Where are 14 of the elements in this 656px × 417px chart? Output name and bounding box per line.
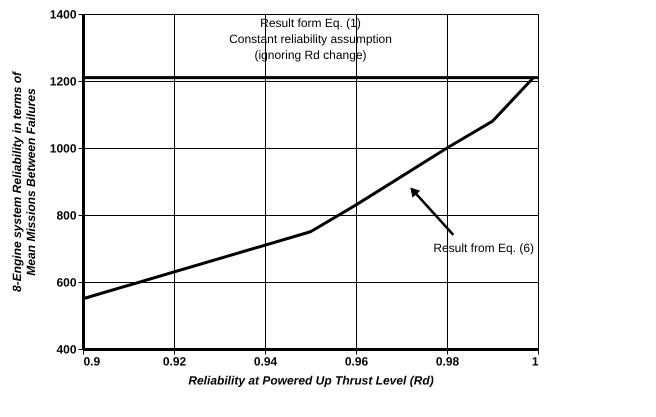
x-tick-label: 0.94 [254, 354, 278, 368]
y-tick-label: 800 [56, 208, 77, 222]
x-axis-title: Reliability at Powered Up Thrust Level (Rd) [188, 374, 434, 388]
x-tick-label: 0.92 [162, 354, 186, 368]
y-tick-label: 400 [56, 342, 77, 356]
y-tick-label: 1000 [50, 142, 77, 156]
x-tick-label: 0.9 [84, 354, 101, 368]
y-axis-title: 8-Engine system Reliability in terms of Mean Missions Between Failures [10, 70, 38, 292]
x-tick-label: 1 [532, 354, 539, 368]
x-tick-label: 0.96 [344, 354, 368, 368]
x-tick-label: 0.98 [436, 354, 460, 368]
y-tick-label: 1400 [50, 8, 77, 22]
y-tick-label: 1200 [50, 74, 77, 88]
y-tick-label: 600 [56, 276, 77, 290]
